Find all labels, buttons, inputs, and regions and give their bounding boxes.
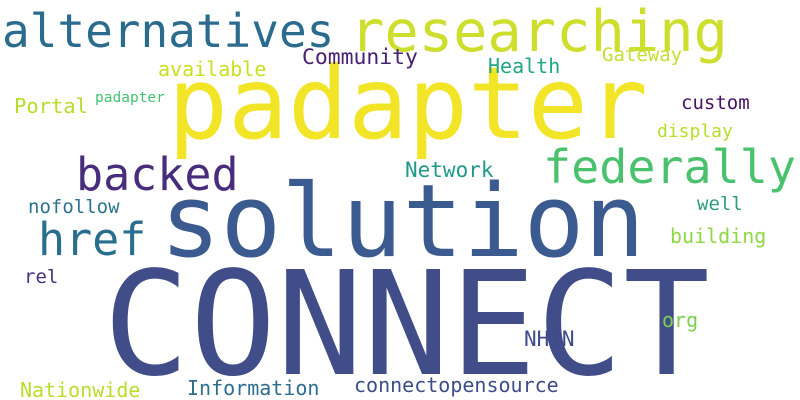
word-network: Network [405,158,494,182]
word-federally: federally [543,140,796,195]
word-gateway: Gateway [602,44,683,66]
word-nhin: NHIN [524,327,575,351]
word-information: Information [187,376,320,400]
word-nationwide: Nationwide [20,378,141,400]
word-connectopensource: connectopensource [354,373,559,397]
word-community: Community [302,45,418,71]
word-padapter: padapter [168,46,648,163]
word-researching: researching [350,0,728,66]
word-org: org [662,308,699,332]
word-alternatives: alternatives [2,4,335,58]
word-display: display [657,121,733,142]
word-padapter-accent: padapter [95,90,165,107]
word-available: available [158,57,267,81]
word-well: well [697,193,743,215]
word-backed: backed [76,148,239,201]
word-portal: Portal [14,94,88,119]
word-custom: custom [681,92,750,114]
word-nofollow: nofollow [28,196,120,218]
word-building: building [670,224,767,248]
word-connect: CONNECT [103,240,710,400]
word-rel: rel [24,266,59,288]
word-solution: solution [160,162,645,280]
word-href: href [38,213,147,266]
word-health: Health [488,54,561,78]
